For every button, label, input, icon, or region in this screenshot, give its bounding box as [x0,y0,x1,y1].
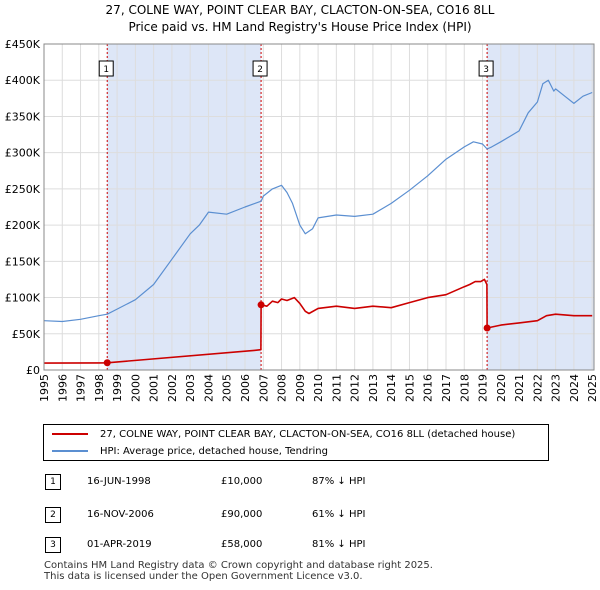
x-tick-label: 2018 [458,374,471,402]
plot-area: £0 £50K £100K £150K £200K £250K £300K £350K £400… [5,38,599,402]
table-row: 1 16-JUN-1998 £10,000 87% ↓ HPI [43,472,563,492]
sale-point [103,359,111,367]
plot-border [43,43,595,371]
y-tick-label: £200K [5,219,41,232]
shaded-period [107,44,262,370]
sale-date: 01-APR-2019 [87,539,152,550]
y-tick-label: £300K [5,147,41,160]
y-tick-label: £350K [5,110,41,123]
x-tick-label: 1995 [38,374,51,402]
sale-point [483,324,491,332]
sale-number-badge: 1 [45,474,61,490]
sale-number-box [478,60,494,77]
x-tick-label: 2019 [477,374,490,402]
x-tick-label: 2006 [239,374,252,402]
y-tick-label: £50K [12,328,41,341]
footer: Contains HM Land Registry data © Crown c… [44,560,433,582]
sale-date: 16-NOV-2006 [87,509,154,520]
legend-swatch-hpi [52,450,88,452]
legend-label-hpi: HPI: Average price, detached house, Tend… [100,446,328,457]
sale-price: £10,000 [221,476,263,487]
sale-number-box [252,60,268,77]
y-tick-label: £150K [5,255,41,268]
sale-price: £90,000 [221,509,263,520]
x-tick-label: 2020 [495,374,508,402]
x-tick-label: 2015 [403,374,416,402]
table-row: 3 01-APR-2019 £58,000 81% ↓ HPI [43,535,563,555]
sale-price: £58,000 [221,539,263,550]
legend: 27, COLNE WAY, POINT CLEAR BAY, CLACTON-… [43,424,549,461]
sale-hpi-diff: 87% ↓ HPI [312,476,366,487]
x-tick-label: 2013 [367,374,380,402]
x-tick-label: 2017 [440,374,453,402]
series-line-property [43,278,593,364]
x-tick-label: 1996 [56,374,69,402]
x-tick-label: 2021 [513,374,526,402]
x-tick-label: 2008 [276,374,289,402]
x-tick-label: 2014 [385,374,398,402]
x-tick-label: 2002 [166,374,179,402]
sale-point [257,301,265,309]
footer-copyright: Contains HM Land Registry data © Crown c… [44,560,433,571]
y-tick-label: £400K [5,74,41,87]
x-tick-label: 2007 [257,374,270,402]
x-tick-label: 2010 [312,374,325,402]
x-tick-label: 1997 [75,374,88,402]
sale-hpi-diff: 61% ↓ HPI [312,509,366,520]
sale-number-badge: 2 [45,507,61,523]
x-tick-label: 2001 [148,374,161,402]
sale-hpi-diff: 81% ↓ HPI [312,539,366,550]
x-tick-label: 2004 [202,374,215,402]
y-tick-label: £0 [26,364,40,377]
y-tick-label: £250K [5,183,41,196]
x-tick-label: 2025 [586,374,599,402]
x-tick-label: 2000 [129,374,142,402]
sale-number-label: 1 [103,65,109,75]
x-tick-label: 1998 [93,374,106,402]
legend-label-property: 27, COLNE WAY, POINT CLEAR BAY, CLACTON-… [100,429,516,440]
series-line-hpi [43,79,593,323]
x-tick-label: 2003 [184,374,197,402]
legend-item-hpi: HPI: Average price, detached house, Tend… [52,444,328,460]
footer-license: This data is licensed under the Open Gov… [44,571,363,582]
y-tick-label: £450K [5,38,41,51]
x-tick-label: 2023 [550,374,563,402]
sale-number-box [98,60,114,77]
y-tick-label: £100K [5,292,41,305]
chart-title: 27, COLNE WAY, POINT CLEAR BAY, CLACTON-… [106,3,495,17]
x-tick-label: 1999 [111,374,124,402]
x-tick-label: 2016 [422,374,435,402]
sale-date: 16-JUN-1998 [87,476,151,487]
x-tick-label: 2024 [568,374,581,402]
table-row: 2 16-NOV-2006 £90,000 61% ↓ HPI [43,505,563,525]
x-tick-label: 2011 [330,374,343,402]
x-tick-label: 2009 [294,374,307,402]
price-chart: 27, COLNE WAY, POINT CLEAR BAY, CLACTON-… [5,3,599,402]
x-tick-label: 2012 [349,374,362,402]
chart-subtitle: Price paid vs. HM Land Registry's House … [128,20,471,34]
legend-swatch-property [52,433,88,435]
x-tick-label: 2022 [531,374,544,402]
x-tick-label: 2005 [221,374,234,402]
sale-number-label: 3 [483,65,489,75]
legend-item-property: 27, COLNE WAY, POINT CLEAR BAY, CLACTON-… [52,427,515,443]
sale-number-label: 2 [257,65,263,75]
sale-number-badge: 3 [45,537,61,553]
